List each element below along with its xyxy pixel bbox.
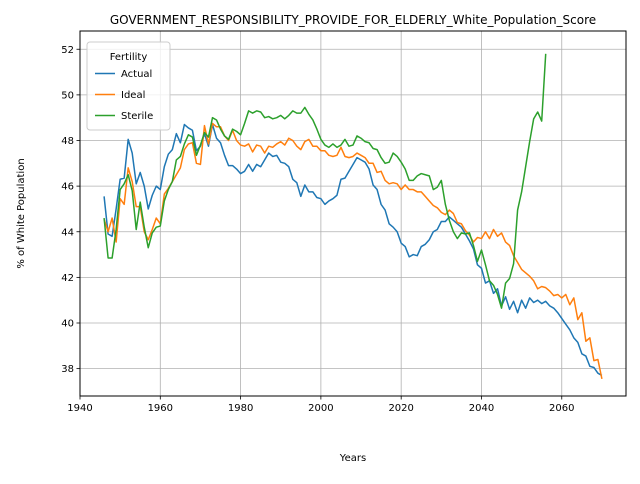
y-tick-label: 46 [61,182,74,193]
y-tick-label: 42 [61,273,74,284]
y-tick-label: 48 [61,136,74,147]
axis-ticks: 1940 1960 1980 2000 2020 2040 2060 38 40 42 44 46 48… [61,45,574,414]
x-tick-label: 2000 [308,403,333,414]
y-tick-label: 38 [61,364,74,375]
legend-items: Actual Ideal Sterile [95,69,153,122]
grid [79,31,626,396]
x-tick-label: 1960 [148,403,173,414]
legend-title: Fertility [110,52,148,63]
x-axis-label: Years [339,453,366,464]
plot-frame [79,30,627,397]
x-tick-label: 2020 [388,403,413,414]
legend-label-actual: Actual [121,69,152,80]
y-tick-label: 44 [61,227,74,238]
y-tick-label: 52 [61,45,74,56]
chart-title: GOVERNMENT_RESPONSIBILITY_PROVIDE_FOR_EL… [110,13,596,27]
series-line-sterile [103,53,547,309]
legend-label-ideal: Ideal [121,90,145,101]
x-tick-label: 2040 [469,403,494,414]
x-tick-label: 1940 [67,403,92,414]
x-tick-label: 2060 [549,403,574,414]
y-tick-label: 50 [61,90,74,101]
legend-label-sterile: Sterile [121,111,153,122]
x-tick-label: 1980 [228,403,253,414]
legend: Fertility Actual Ideal Sterile [86,41,171,131]
y-axis-label: % of White Population [16,158,27,268]
series-line-ideal [103,122,603,380]
legend-box [86,41,171,131]
y-tick-label: 40 [61,319,74,330]
series-line-actual [103,123,603,377]
series-lines [103,53,603,380]
